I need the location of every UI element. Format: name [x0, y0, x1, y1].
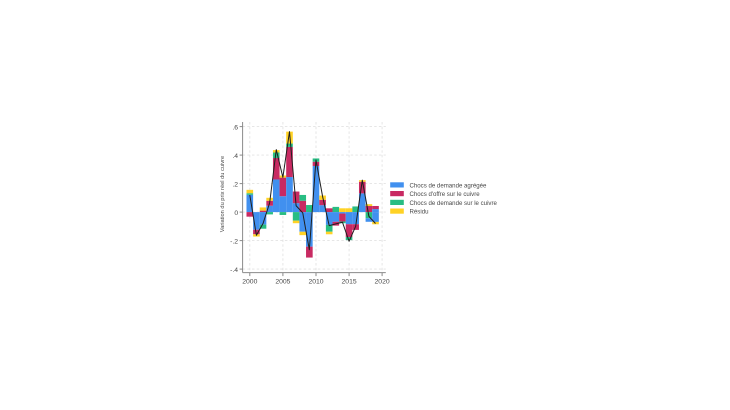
svg-text:Variation du prix réel du cuiv: Variation du prix réel du cuivre	[220, 156, 226, 232]
svg-text:0: 0	[234, 210, 238, 217]
svg-text:-.2: -.2	[230, 238, 238, 245]
svg-text:2000: 2000	[242, 278, 257, 285]
svg-text:Chocs d'offre sur le cuivre: Chocs d'offre sur le cuivre	[410, 191, 481, 198]
svg-text:Chocs de demande sur le cuivre: Chocs de demande sur le cuivre	[410, 200, 498, 207]
svg-text:2005: 2005	[275, 278, 290, 285]
svg-text:-.4: -.4	[230, 267, 238, 274]
svg-text:Résidu: Résidu	[410, 209, 429, 216]
svg-text:Chocs de demande agrégée: Chocs de demande agrégée	[410, 182, 488, 189]
svg-text:2015: 2015	[342, 278, 357, 285]
svg-text:2010: 2010	[308, 278, 323, 285]
svg-text:.4: .4	[232, 153, 238, 160]
svg-text:2020: 2020	[375, 278, 390, 285]
svg-text:.2: .2	[232, 181, 238, 188]
svg-text:.6: .6	[232, 124, 238, 131]
